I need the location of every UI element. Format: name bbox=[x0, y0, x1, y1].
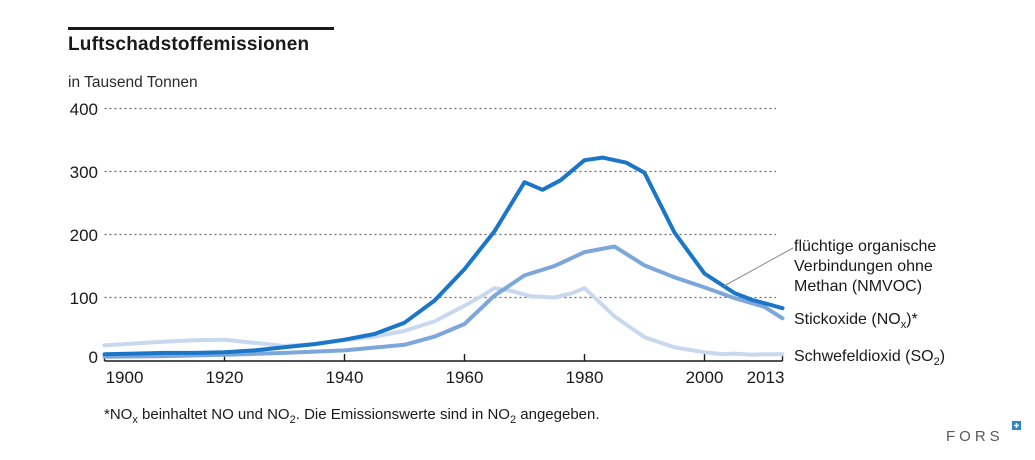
y-axis-label-200: 200 bbox=[69, 225, 98, 245]
y-axis-label-300: 300 bbox=[69, 162, 98, 182]
page-title: Luftschadstoffemissionen bbox=[68, 34, 310, 55]
y-axis-label-100: 100 bbox=[69, 288, 98, 308]
fors-logo-square-icon bbox=[1012, 421, 1021, 430]
legend-nox-suffix: )* bbox=[906, 311, 918, 328]
footnote-text: . Die Emissionswerte sind in NO bbox=[295, 406, 510, 423]
y-axis-label-0: 0 bbox=[88, 347, 98, 367]
x-axis-label-1920: 1920 bbox=[205, 368, 244, 387]
legend-leader-line bbox=[723, 247, 794, 287]
x-axis-label-1900: 1900 bbox=[105, 368, 144, 387]
x-axis-label-1980: 1980 bbox=[565, 368, 604, 387]
legend-so2-subscript: 2 bbox=[933, 356, 940, 369]
legend-label-nmvoc: flüchtige organische Verbindungen ohne M… bbox=[794, 238, 937, 295]
y-axis-label-400: 400 bbox=[69, 99, 98, 119]
legend-label-so2: Schwefeldioxid (SO2) bbox=[794, 348, 946, 369]
footnote-text: *NO bbox=[104, 406, 133, 423]
footnote-text: beinhaltet NO und NO bbox=[137, 406, 290, 423]
footnote-subscript: x bbox=[132, 414, 138, 426]
footnote-subscript: 2 bbox=[509, 414, 517, 426]
series-line-nmvoc bbox=[102, 155, 785, 357]
title-rule bbox=[68, 27, 334, 30]
footnote-subscript: 2 bbox=[289, 414, 296, 426]
legend-label-nox: Stickoxide (NOx)* bbox=[794, 311, 918, 332]
legend-so2-text: Schwefeldioxid (SO bbox=[794, 348, 934, 365]
x-axis-label-1940: 1940 bbox=[325, 368, 364, 387]
x-axis-label-1960: 1960 bbox=[445, 368, 484, 387]
series-line-so2 bbox=[102, 286, 785, 357]
series-line-nox bbox=[102, 244, 785, 359]
footnote: *NOx beinhaltet NO und NO2. Die Emission… bbox=[104, 406, 600, 426]
x-axis-label-2000: 2000 bbox=[685, 368, 724, 387]
fors-logo-text: FORS bbox=[946, 428, 1004, 445]
legend-so2-suffix: ) bbox=[939, 348, 946, 365]
footnote-text: angegeben. bbox=[516, 406, 600, 423]
legend-nox-text: Stickoxide (NO bbox=[794, 311, 901, 328]
legend-nox-subscript: x bbox=[900, 319, 907, 332]
y-axis-unit-label: in Tausend Tonnen bbox=[68, 74, 198, 91]
x-axis-label-2013: 2013 bbox=[746, 368, 785, 387]
